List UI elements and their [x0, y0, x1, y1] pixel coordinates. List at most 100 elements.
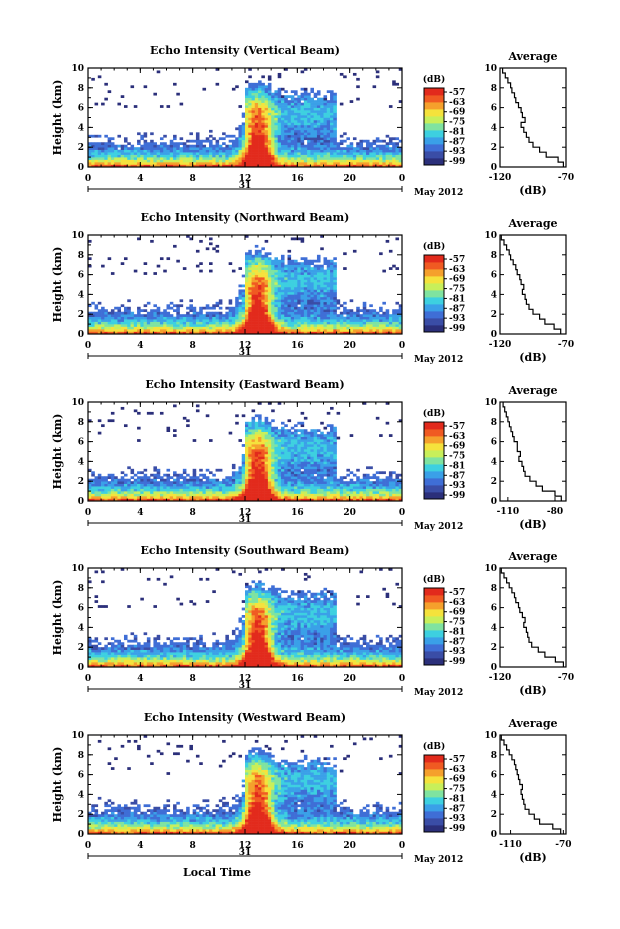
heatmap-cell [261, 262, 265, 265]
heatmap-cell [297, 144, 301, 148]
heatmap-cell [251, 486, 256, 489]
heatmap-cell [267, 144, 272, 148]
heatmap-cell [258, 87, 262, 91]
heatmap-cell [248, 164, 252, 168]
heatmap-cell [313, 326, 318, 330]
heatmap-cell [271, 431, 275, 435]
heatmap-cell [294, 476, 298, 480]
heatmap-cell [251, 272, 256, 275]
colorbar-swatch [424, 144, 444, 152]
heatmap-cell [316, 144, 321, 148]
heatmap-cell [143, 478, 148, 482]
heatmap-cell [310, 441, 314, 445]
heatmap-cell [258, 274, 262, 278]
heatmap-cell [245, 132, 249, 136]
average-x-tick-label: -120 [489, 340, 512, 350]
heatmap-cell [189, 319, 193, 322]
heatmap-cell [251, 107, 256, 111]
heatmap-cell [192, 154, 197, 158]
heatmap-cell [264, 468, 269, 472]
heatmap-cell [254, 456, 259, 460]
heatmap-cell [313, 316, 318, 320]
heatmap-cell [91, 142, 95, 146]
heatmap-cell [241, 316, 246, 320]
heatmap-cell [290, 112, 295, 116]
heatmap-cell [94, 154, 99, 158]
heatmap-cell [189, 159, 193, 163]
heatmap-cell [215, 144, 220, 148]
heatmap-cell [297, 162, 301, 165]
heatmap-cell [238, 491, 243, 494]
heatmap-cell [123, 105, 128, 108]
heatmap-cell [375, 75, 380, 79]
heatmap-cell [294, 296, 298, 300]
heatmap-cell [166, 154, 171, 158]
heatmap-cell [173, 498, 177, 502]
heatmap-cell [251, 254, 256, 258]
heatmap-cell [277, 115, 282, 118]
heatmap-cell [91, 326, 95, 330]
heatmap-cell [271, 102, 275, 106]
heatmap-cell [143, 326, 148, 330]
heatmap-cell [264, 262, 269, 265]
heatmap-cell [274, 301, 279, 305]
heatmap-cell [274, 132, 279, 136]
heatmap-cell [300, 309, 305, 313]
heatmap-cell [323, 282, 328, 285]
heatmap-cell [114, 157, 118, 160]
heatmap-cell [258, 124, 262, 128]
heatmap-cell [123, 424, 128, 428]
heatmap-cell [297, 458, 301, 462]
heatmap-cell [104, 149, 108, 153]
heatmap-cell [316, 259, 321, 263]
heatmap-cell [320, 119, 324, 123]
heatmap-cell [251, 304, 256, 308]
heatmap-cell [127, 152, 131, 155]
heatmap-cell [297, 493, 301, 497]
heatmap-cell [392, 314, 396, 317]
heatmap-cell [264, 147, 269, 150]
heatmap-cell [330, 132, 334, 136]
heatmap-cell [195, 331, 200, 335]
heatmap-cell [307, 446, 311, 450]
heatmap-cell [212, 154, 216, 158]
heatmap-cell [261, 291, 265, 295]
heatmap-cell [307, 449, 311, 452]
heatmap-cell [287, 463, 292, 467]
heatmap-cell [326, 483, 331, 487]
heatmap-cell [94, 483, 99, 487]
heatmap-cell [392, 154, 396, 158]
heatmap-cell [307, 493, 311, 497]
heatmap-cell [290, 311, 295, 315]
heatmap-cell [156, 331, 161, 335]
heatmap-cell [352, 157, 357, 160]
heatmap-cell [316, 306, 321, 310]
heatmap-cell [307, 306, 311, 310]
heatmap-cell [123, 162, 128, 165]
heatmap-cell [182, 324, 187, 327]
heatmap-cell [117, 481, 122, 484]
heatmap-cell [245, 496, 249, 499]
heatmap-cell [287, 279, 292, 283]
heatmap-cell [284, 446, 288, 450]
heatmap-cell [297, 468, 301, 472]
heatmap-cell [251, 95, 256, 98]
heatmap-cell [382, 324, 386, 327]
heatmap-cell [150, 478, 154, 482]
heatmap-cell [307, 444, 311, 447]
heatmap-cell [179, 152, 184, 155]
heatmap-cell [277, 296, 282, 300]
heatmap-cell [323, 478, 328, 482]
heatmap-cell [297, 122, 301, 126]
heatmap-cell [238, 311, 243, 315]
heatmap-cell [133, 164, 138, 168]
heatmap-cell [316, 294, 321, 298]
heatmap-cell [146, 488, 151, 492]
heatmap-cell [225, 157, 229, 160]
heatmap-cell [320, 486, 324, 489]
heatmap-cell [356, 314, 360, 317]
heatmap-cell [88, 316, 92, 320]
heatmap-cell [212, 247, 216, 251]
heatmap-cell [123, 324, 128, 327]
heatmap-cell [277, 267, 282, 270]
